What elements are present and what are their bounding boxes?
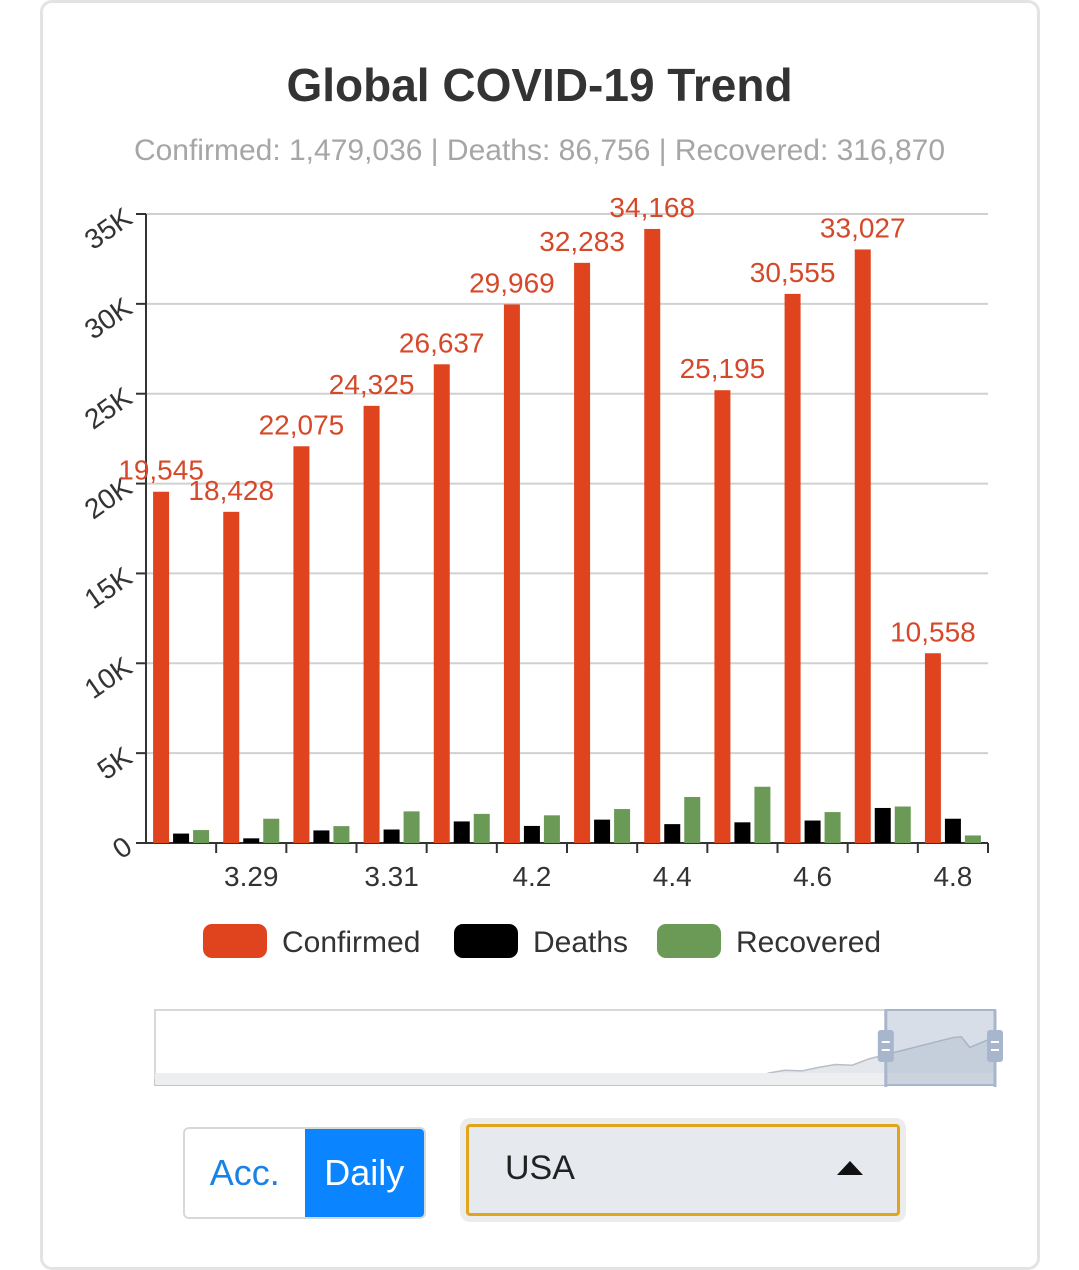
confirmed-data-label: 25,195 (680, 353, 766, 384)
deaths-bar (734, 822, 751, 843)
gridlines (146, 213, 988, 755)
recovered-legend-swatch (657, 924, 721, 958)
confirmed-data-label: 30,555 (750, 257, 836, 288)
country-select[interactable]: USA (466, 1124, 900, 1216)
confirmed-data-label: 26,637 (399, 327, 485, 358)
recovered-bar (473, 813, 490, 843)
y-tick-label: 0 (107, 831, 138, 865)
mode-toggle: Acc. Daily (183, 1127, 426, 1219)
deaths-bar (944, 818, 961, 843)
recovered-bar (754, 786, 771, 843)
recovered-bar (614, 809, 631, 843)
zoom-handle-right[interactable] (987, 1010, 1003, 1087)
recovered-bar (684, 796, 701, 843)
confirmed-bar (433, 364, 450, 843)
x-axis: 3.29 3.31 4.2 4.4 4.6 4.8 (146, 842, 989, 892)
y-tick-label: 35K (79, 201, 138, 255)
deaths-bar (173, 833, 190, 843)
y-tick-label: 25K (79, 381, 138, 435)
legend: Confirmed Deaths Recovered (203, 924, 881, 959)
chart-title: Global COVID-19 Trend (286, 59, 793, 111)
confirmed-legend-swatch (203, 924, 267, 958)
recovered-bar (333, 826, 350, 843)
deaths-bar (594, 819, 611, 843)
chart-subtitle: Confirmed: 1,479,036 | Deaths: 86,756 | … (133, 134, 946, 167)
recovered-bar (894, 806, 911, 843)
recovered-bar (824, 812, 841, 843)
country-select-value: USA (505, 1149, 575, 1187)
deaths-bar (804, 820, 821, 843)
confirmed-bar (924, 653, 941, 843)
x-tick-label: 4.2 (512, 861, 551, 892)
confirmed-bar (503, 304, 520, 843)
deaths-bar (523, 825, 540, 843)
y-tick-label: 10K (79, 651, 138, 705)
y-tick-label: 5K (92, 740, 138, 785)
zoom-handle-grip (987, 1030, 1003, 1062)
confirmed-bar (644, 228, 661, 844)
confirmed-bar (293, 446, 310, 843)
deaths-legend-label: Deaths (533, 926, 628, 959)
confirmed-bar (784, 293, 801, 843)
zoom-window[interactable] (884, 1009, 996, 1086)
x-tick-label: 4.4 (653, 861, 692, 892)
daily-button[interactable]: Daily (304, 1129, 424, 1217)
recovered-bar (964, 835, 981, 843)
recovered-bar (403, 811, 420, 843)
y-tick-label: 15K (79, 561, 138, 615)
country-select-wrapper: USA (460, 1118, 906, 1222)
confirmed-bar (574, 262, 591, 843)
deaths-bar (313, 830, 330, 843)
confirmed-bar (153, 491, 170, 843)
recovered-bar (543, 815, 560, 843)
bars (153, 228, 981, 844)
zoom-handle-left[interactable] (877, 1010, 894, 1087)
zoom-handle-grip (877, 1030, 894, 1062)
deaths-bar (243, 838, 260, 843)
deaths-bar (874, 807, 891, 843)
confirmed-data-label: 24,325 (329, 369, 415, 400)
confirmed-data-label: 34,168 (609, 192, 695, 223)
deaths-bar (664, 824, 681, 843)
confirmed-data-label: 10,558 (890, 616, 976, 647)
recovered-bar (193, 830, 210, 843)
confirmed-data-label: 18,428 (188, 475, 274, 506)
confirmed-data-label: 29,969 (469, 267, 555, 298)
x-tick-label: 3.31 (364, 861, 419, 892)
y-tick-label: 30K (79, 291, 138, 345)
deaths-bar (453, 821, 470, 843)
confirmed-data-label: 33,027 (820, 212, 906, 243)
confirmed-bar (363, 405, 380, 843)
x-tick-label: 4.6 (793, 861, 832, 892)
confirmed-bar (714, 390, 731, 843)
confirmed-data-label: 19,545 (118, 455, 204, 486)
recovered-bar (263, 818, 280, 843)
recovered-legend-label: Recovered (736, 926, 881, 959)
caret-up-icon (837, 1161, 863, 1175)
confirmed-legend-label: Confirmed (282, 926, 420, 959)
confirmed-bar (223, 511, 240, 843)
confirmed-bar (854, 249, 871, 843)
zoom-slider (154, 1009, 1003, 1087)
deaths-legend-swatch (454, 924, 518, 958)
acc-button[interactable]: Acc. (185, 1129, 305, 1217)
zoom-baseline (155, 1073, 995, 1085)
x-tick-label: 3.29 (224, 861, 279, 892)
confirmed-data-label: 32,283 (539, 226, 625, 257)
x-tick-label: 4.8 (933, 861, 972, 892)
deaths-bar (383, 829, 400, 843)
confirmed-data-label: 22,075 (259, 409, 345, 440)
